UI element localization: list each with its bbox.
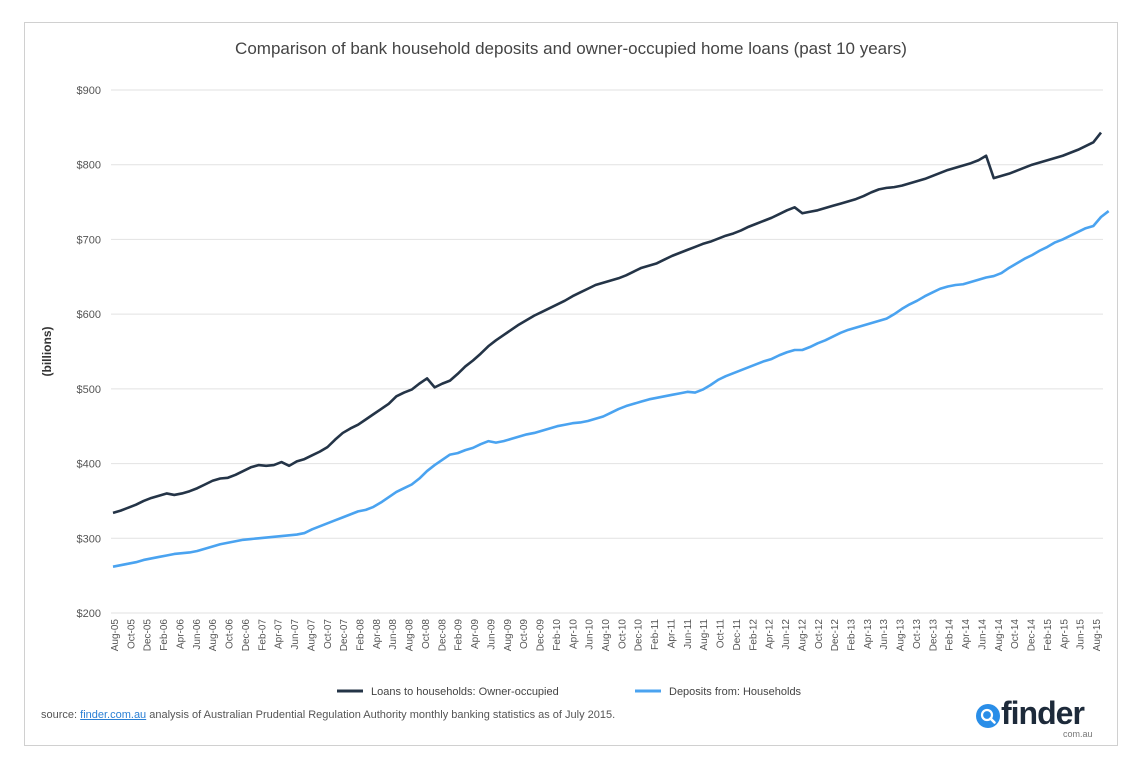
x-tick-label: Jun-13 bbox=[879, 619, 890, 650]
y-tick-label: $900 bbox=[77, 85, 101, 97]
x-tick-label: Feb-06 bbox=[159, 619, 170, 651]
x-tick-label: Feb-07 bbox=[257, 619, 268, 651]
x-tick-label: Jun-12 bbox=[781, 619, 792, 650]
x-tick-label: Aug-14 bbox=[994, 619, 1005, 652]
x-tick-label: Aug-07 bbox=[306, 619, 317, 652]
x-tick-label: Apr-10 bbox=[568, 619, 579, 649]
chart-title: Comparison of bank household deposits an… bbox=[235, 39, 907, 58]
x-tick-label: Feb-15 bbox=[1043, 619, 1054, 651]
x-tick-label: Feb-13 bbox=[847, 619, 858, 651]
x-tick-label: Feb-10 bbox=[552, 619, 563, 651]
x-tick-label: Feb-09 bbox=[454, 619, 465, 651]
x-tick-label: Feb-12 bbox=[748, 619, 759, 651]
source-prefix: source: bbox=[41, 709, 81, 721]
x-tick-label: Dec-11 bbox=[732, 619, 743, 651]
x-tick-label: Oct-08 bbox=[421, 619, 432, 649]
y-tick-label: $500 bbox=[77, 384, 101, 396]
x-tick-label: Dec-13 bbox=[928, 619, 939, 652]
x-tick-label: Oct-14 bbox=[1010, 619, 1021, 649]
x-tick-label: Oct-10 bbox=[617, 619, 628, 649]
x-tick-label: Dec-08 bbox=[437, 619, 448, 652]
x-tick-label: Apr-07 bbox=[274, 619, 285, 649]
finder-logo-icon bbox=[976, 704, 1000, 728]
x-tick-label: Apr-12 bbox=[765, 619, 776, 649]
x-tick-label: Dec-07 bbox=[339, 619, 350, 652]
source-suffix: analysis of Australian Prudential Regula… bbox=[146, 709, 616, 721]
x-tick-label: Dec-09 bbox=[536, 619, 547, 652]
x-tick-label: Jun-15 bbox=[1076, 619, 1087, 650]
line-chart: $200 $300 $400 $500 $600 $700 $800 $900 (billion… bbox=[40, 85, 1110, 698]
x-tick-label: Aug-08 bbox=[405, 619, 416, 652]
x-tick-label: Feb-14 bbox=[945, 619, 956, 651]
x-tick-label: Feb-08 bbox=[356, 619, 367, 651]
x-tick-label: Oct-11 bbox=[716, 619, 727, 649]
x-tick-label: Apr-11 bbox=[667, 619, 678, 649]
x-tick-label: Jun-06 bbox=[192, 619, 203, 650]
x-tick-label: Oct-09 bbox=[519, 619, 530, 649]
x-tick-label: Apr-14 bbox=[961, 619, 972, 649]
x-tick-label: Aug-11 bbox=[699, 619, 710, 651]
x-tick-label: Apr-09 bbox=[470, 619, 481, 649]
y-tick-label: $600 bbox=[77, 309, 101, 321]
x-tick-label: Aug-05 bbox=[110, 619, 121, 652]
x-tick-label: Dec-12 bbox=[830, 619, 841, 652]
x-tick-label: Aug-10 bbox=[601, 619, 612, 652]
legend-label: Loans to households: Owner-occupied bbox=[371, 686, 559, 698]
x-tick-label: Aug-06 bbox=[208, 619, 219, 652]
y-tick-label: $800 bbox=[77, 160, 101, 172]
x-tick-label: Dec-10 bbox=[634, 619, 645, 652]
x-tick-label: Apr-06 bbox=[176, 619, 187, 649]
y-axis-label: (billions) bbox=[40, 327, 54, 377]
x-tick-label: Apr-13 bbox=[863, 619, 874, 649]
x-tick-label: Jun-10 bbox=[585, 619, 596, 650]
x-tick-label: Jun-09 bbox=[486, 619, 497, 650]
x-tick-label: Dec-06 bbox=[241, 619, 252, 652]
x-tick-label: Jun-14 bbox=[977, 619, 988, 650]
x-tick-label: Oct-06 bbox=[225, 619, 236, 649]
x-tick-label: Jun-08 bbox=[388, 619, 399, 650]
x-tick-label: Aug-15 bbox=[1092, 619, 1103, 652]
y-tick-label: $200 bbox=[77, 608, 101, 620]
x-tick-label: Dec-05 bbox=[143, 619, 154, 652]
series-line-0 bbox=[112, 131, 1103, 515]
y-tick-label: $700 bbox=[77, 234, 101, 246]
x-tick-label: Apr-08 bbox=[372, 619, 383, 649]
finder-logo-word: finder bbox=[1001, 695, 1085, 731]
source-link[interactable]: finder.com.au bbox=[80, 709, 147, 721]
x-tick-label: Jun-11 bbox=[683, 619, 694, 649]
x-tick-label: Aug-13 bbox=[896, 619, 907, 652]
x-tick-label: Oct-13 bbox=[912, 619, 923, 649]
x-tick-label: Jun-07 bbox=[290, 619, 301, 650]
series-line-1 bbox=[112, 210, 1110, 568]
chart-frame: Comparison of bank household deposits an… bbox=[24, 22, 1118, 746]
x-tick-label: Oct-12 bbox=[814, 619, 825, 649]
finder-logo-sub: com.au bbox=[1063, 729, 1093, 739]
x-tick-label: Dec-14 bbox=[1027, 619, 1038, 652]
x-tick-label: Aug-12 bbox=[797, 619, 808, 652]
x-tick-label: Oct-05 bbox=[126, 619, 137, 649]
source-note: source: finder.com.au analysis of Austra… bbox=[41, 709, 615, 721]
x-tick-label: Apr-15 bbox=[1059, 619, 1070, 649]
x-tick-label: Feb-11 bbox=[650, 619, 661, 650]
y-tick-label: $400 bbox=[77, 459, 101, 471]
x-tick-label: Aug-09 bbox=[503, 619, 514, 652]
legend-label: Deposits from: Households bbox=[669, 686, 802, 698]
x-tick-label: Oct-07 bbox=[323, 619, 334, 649]
y-tick-label: $300 bbox=[77, 533, 101, 545]
finder-logo: finder com.au bbox=[973, 693, 1109, 741]
